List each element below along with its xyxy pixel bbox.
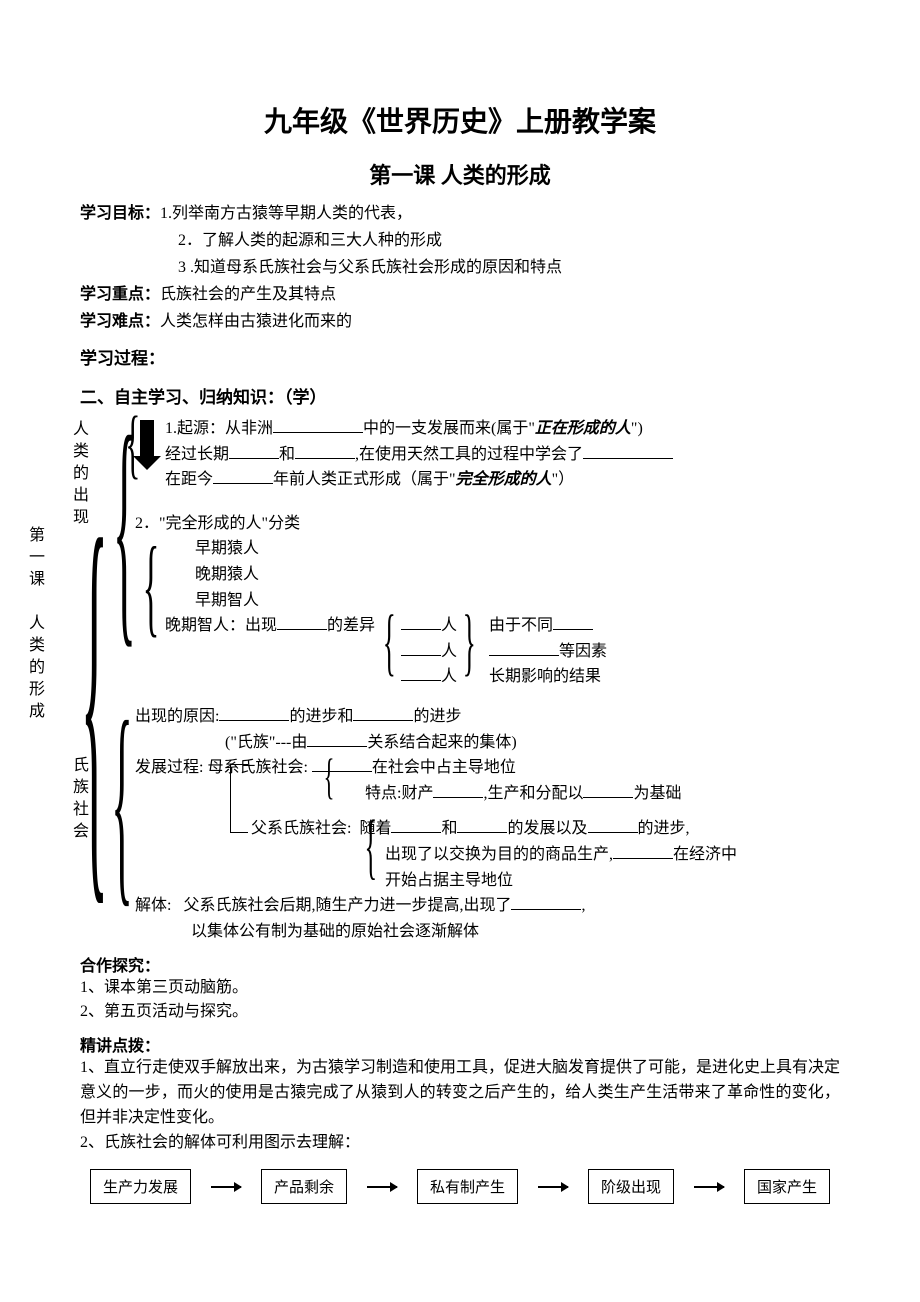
key-row: 学习重点：氏族社会的产生及其特点 — [80, 283, 840, 307]
section2-label: 二、自主学习、归纳知识：（学） — [80, 383, 840, 408]
flow-box-4: 阶级出现 — [588, 1169, 674, 1204]
flow-box-2: 产品剩余 — [261, 1169, 347, 1204]
goals-row: 学习目标：1.列举南方古猿等早期人类的代表， — [80, 202, 840, 226]
clan-mx2: 特点:财产,生产和分配以为基础 — [135, 781, 840, 807]
arrow-right-icon — [538, 1186, 568, 1188]
bracket-mx: { — [324, 751, 335, 801]
flow-diagram: 生产力发展 产品剩余 私有制产生 阶级出现 国家产生 — [80, 1169, 840, 1204]
goal-2: 2．了解人类的起源和三大人种的形成 — [80, 229, 840, 253]
classify-i4: 晚期智人：出现的差异 { 人 人 人 } 由于不同 等因素 长期影响的结果 — [135, 613, 840, 690]
bracket-fx: { — [365, 811, 378, 884]
bracket-clan: { — [111, 689, 133, 914]
classify-head: 2．"完全形成的人"分类 — [135, 511, 840, 537]
clan-dis2: 以集体公有制为基础的原始社会逐渐解体 — [135, 919, 840, 945]
arrow-right-icon — [367, 1186, 397, 1188]
classify-i1: 早期猿人 — [135, 536, 840, 562]
process-label: 学习过程： — [80, 344, 840, 369]
clan-dis: 解体: 父系氏族社会后期,随生产力进一步提高,出现了, — [135, 893, 840, 919]
lecture-label: 精讲点拨： — [80, 1032, 840, 1056]
bracket-origin: { — [125, 407, 140, 484]
main-content: 1.起源：从非洲中的一支发展而来(属于"正在形成的人") 经过长期和,在使用天然… — [135, 416, 840, 944]
lecture-p2: 2、氏族社会的解体可利用图示去理解： — [80, 1131, 840, 1156]
origin-line2: 经过长期和,在使用天然工具的过程中学会了 — [135, 442, 840, 468]
goals-label: 学习目标： — [80, 205, 160, 222]
lecture-p1: 1、直立行走使双手解放出来，为古猿学习制造和使用工具，促进大脑发育提供了可能，是… — [80, 1056, 840, 1130]
diff-label: 学习难点： — [80, 313, 160, 330]
coop-1: 1、课本第三页动脑筋。 — [80, 976, 840, 1000]
clan-fx3: 开始占据主导地位 — [135, 868, 840, 894]
flow-box-5: 国家产生 — [744, 1169, 830, 1204]
coop-2: 2、第五页活动与探究。 — [80, 1000, 840, 1024]
bracket-lesson: { — [81, 475, 108, 917]
flow-box-3: 私有制产生 — [417, 1169, 518, 1204]
diff-text: 人类怎样由古猿进化而来的 — [160, 313, 352, 330]
bracket-races-r: } — [463, 604, 476, 679]
vlabel-lesson: 第一课 人类的形成 — [22, 526, 46, 724]
origin-line1: 1.起源：从非洲中的一支发展而来(属于"正在形成的人") — [135, 416, 840, 442]
classify-i2: 晚期猿人 — [135, 562, 840, 588]
bracket-races-l: { — [383, 604, 396, 679]
goal-1: 1.列举南方古猿等早期人类的代表， — [160, 205, 412, 222]
classify-i3: 早期智人 — [135, 588, 840, 614]
arrow-down-icon — [140, 420, 154, 458]
arrow-right-icon — [211, 1186, 241, 1188]
clan-reason: 出现的原因:的进步和的进步 — [135, 704, 840, 730]
key-label: 学习重点： — [80, 286, 160, 303]
outline-area: 第一课 人类的形成 人类的出现 氏族社会 { { { { 1.起源：从非洲中的一… — [80, 416, 840, 944]
clan-fx2: 出现了以交换为目的的商品生产,在经济中 — [135, 842, 840, 868]
tree-h-top — [230, 764, 248, 765]
clan-paren: ("氏族"---由关系结合起来的集体) — [135, 730, 840, 756]
clan-dev: 发展过程: 母系氏族社会: { 在社会中占主导地位 — [135, 755, 840, 781]
lesson-title: 第一课 人类的形成 — [80, 158, 840, 190]
goal-3: 3 .知道母系氏族社会与父系氏族社会形成的原因和特点 — [80, 256, 840, 280]
page-title: 九年级《世界历史》上册教学案 — [80, 100, 840, 140]
key-text: 氏族社会的产生及其特点 — [160, 286, 336, 303]
arrow-right-icon — [694, 1186, 724, 1188]
clan-fx: 父系氏族社会: 随着和的发展以及的进步, { — [135, 816, 840, 842]
diff-row: 学习难点：人类怎样由古猿进化而来的 — [80, 310, 840, 334]
origin-line3: 在距今年前人类正式形成（属于"完全形成的人"） — [135, 467, 840, 493]
coop-label: 合作探究： — [80, 952, 840, 976]
flow-box-1: 生产力发展 — [90, 1169, 191, 1204]
